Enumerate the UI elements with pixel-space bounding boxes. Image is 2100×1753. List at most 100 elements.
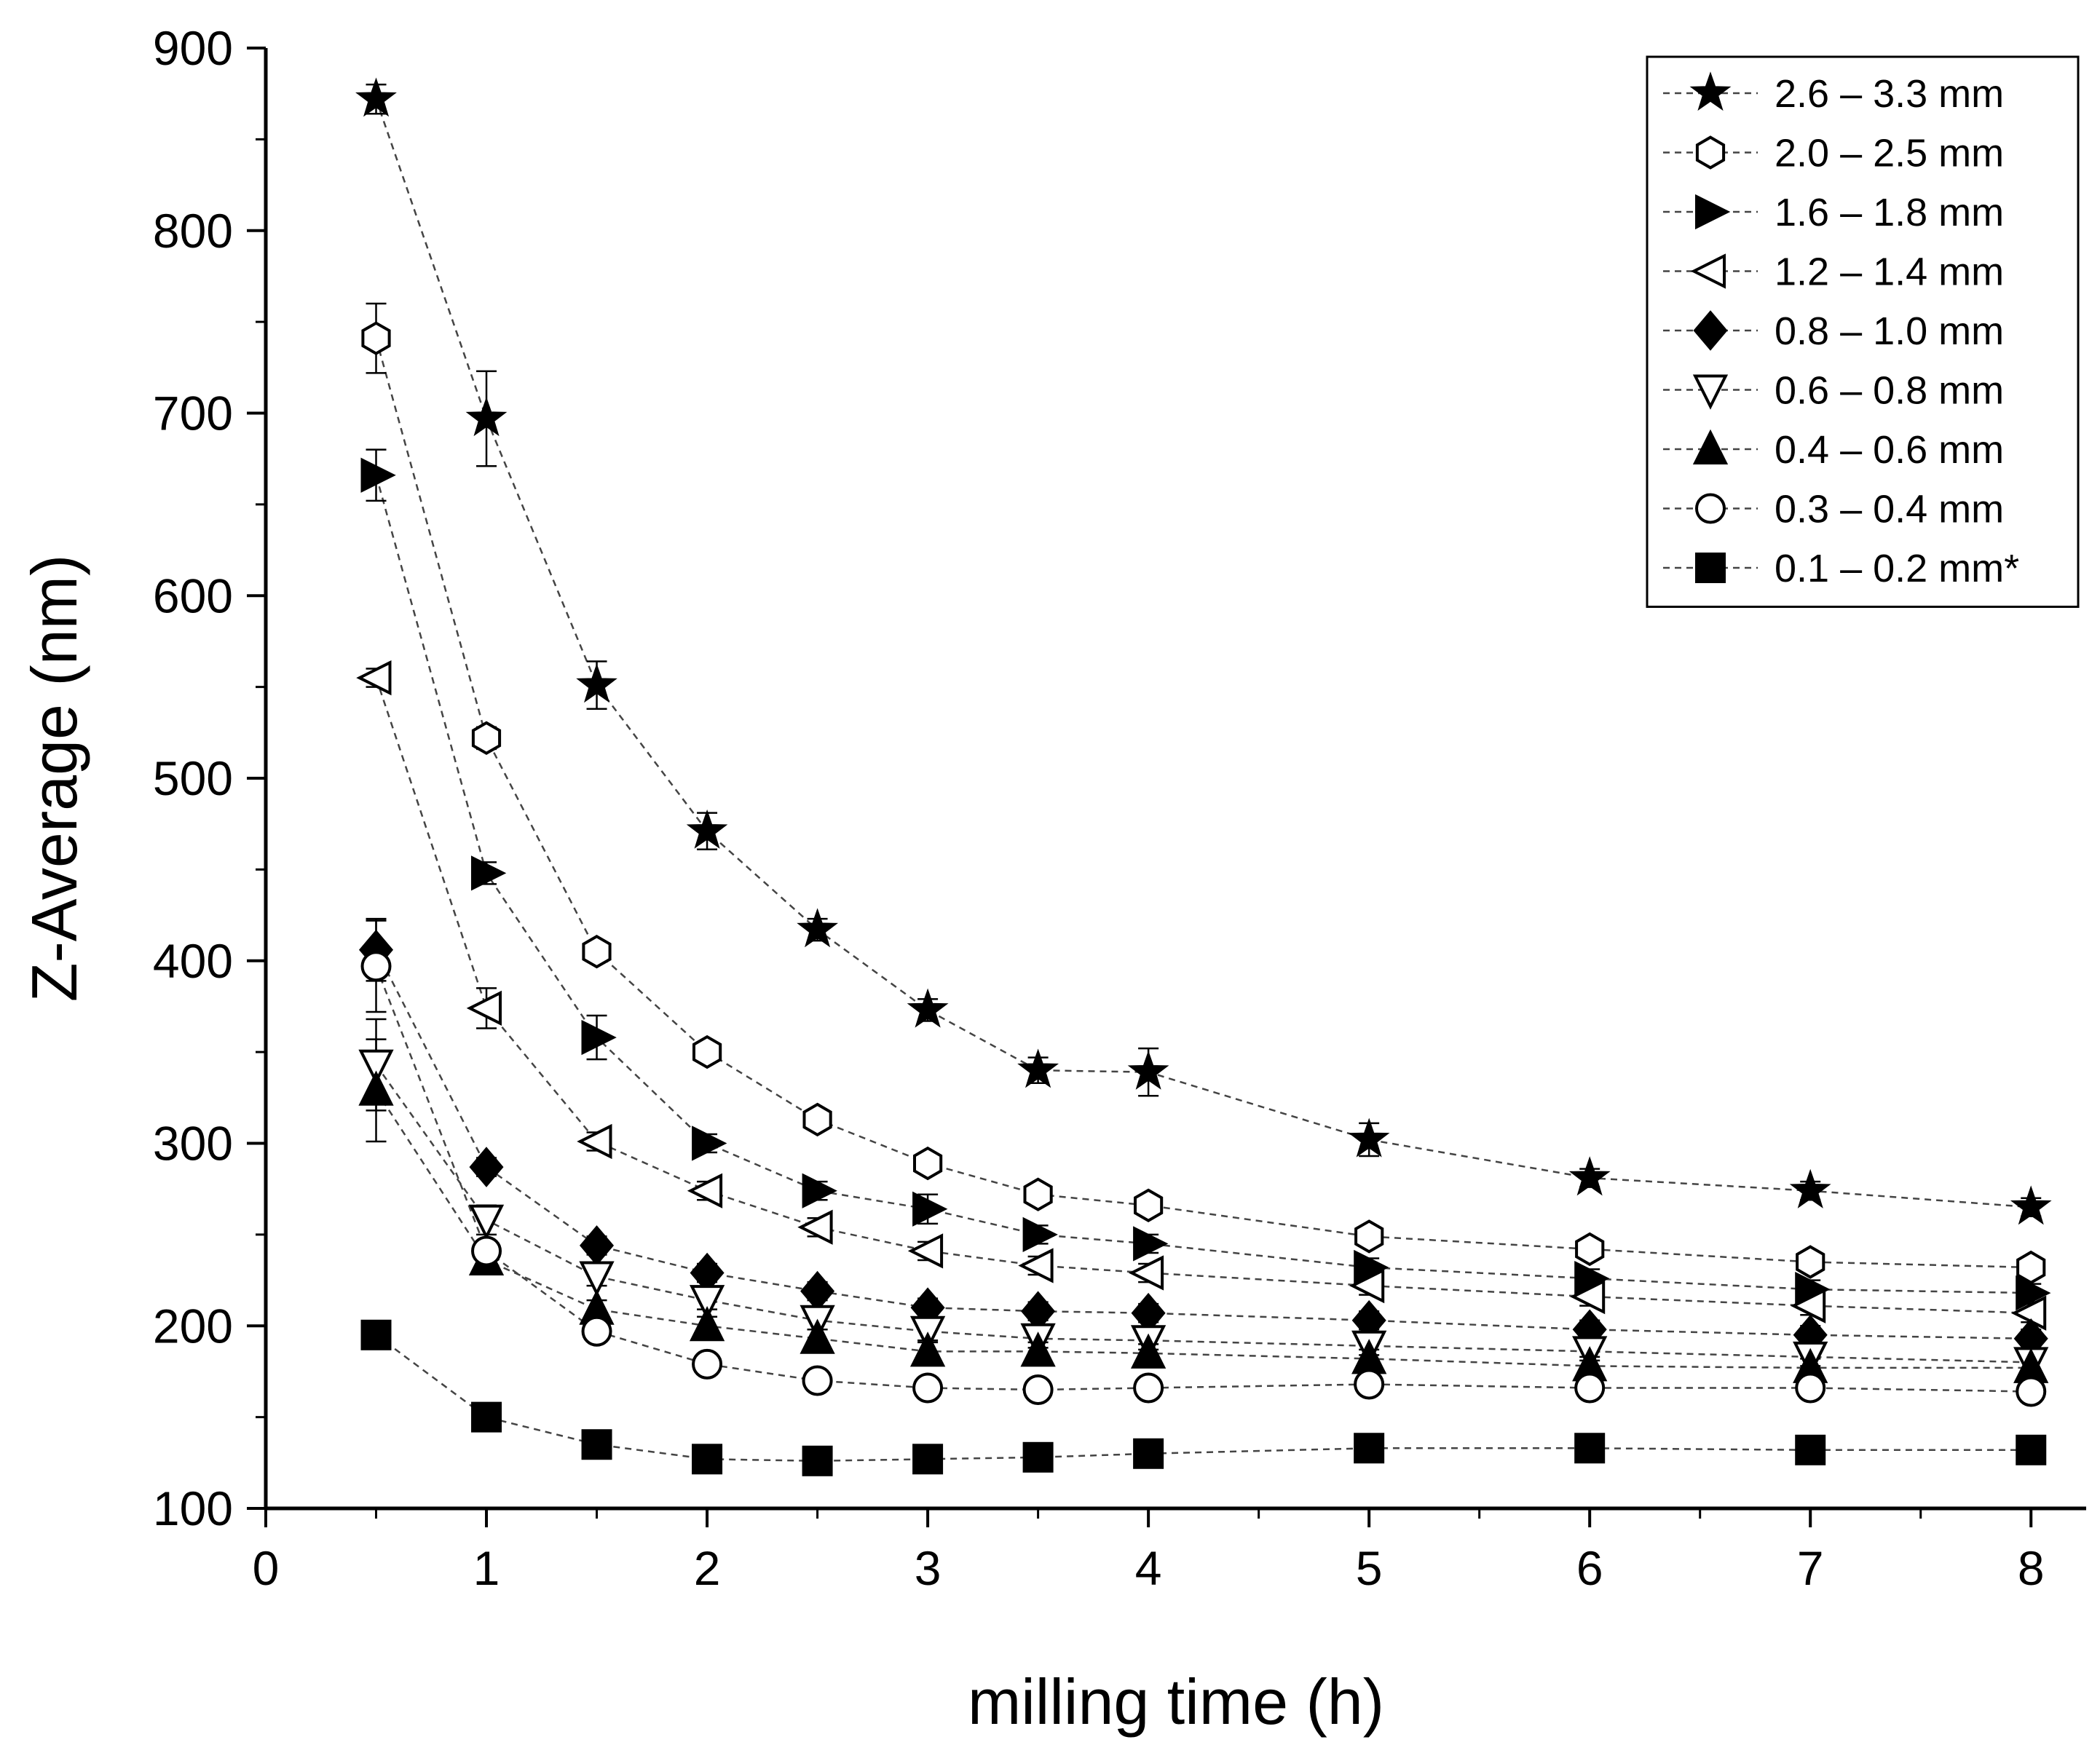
legend-item: 1.2 – 1.4 mm [1663,250,2004,294]
x-tick-label: 5 [1356,1541,1383,1595]
series-3-point [802,1173,837,1208]
legend-marker [1695,493,1726,524]
legend-item: 2.0 – 2.5 mm [1663,132,2004,175]
series-9-point [1574,1433,1606,1464]
legend-item: 0.6 – 0.8 mm [1663,369,2004,413]
legend-label: 1.6 – 1.8 mm [1775,191,2004,234]
series-4-point [1128,1255,1164,1291]
x-tick-label: 8 [2018,1541,2045,1595]
y-tick-label: 500 [153,751,233,805]
legend-label: 0.1 – 0.2 mm* [1775,547,2019,590]
legend-label: 0.3 – 0.4 mm [1775,488,2004,531]
x-axis-title: milling time (h) [968,1666,1384,1738]
y-tick-label: 100 [153,1481,233,1535]
legend-marker [1695,135,1726,170]
legend-marker [1690,253,1726,289]
series-7-point [1130,1333,1167,1369]
series-6-point [358,1049,394,1085]
series-2-point [1796,1245,1825,1279]
series-1-point [1789,1168,1831,1208]
legend-item: 0.4 – 0.6 mm [1663,428,2004,472]
legend-label: 0.8 – 1.0 mm [1775,309,2004,353]
series-1-point [576,663,617,703]
series-3-line [375,475,2032,1294]
series-4-point [1790,1288,1826,1323]
series-6-point [579,1261,615,1297]
y-tick-label: 400 [153,934,233,988]
series-3-point [692,1125,727,1161]
y-tick-label: 900 [153,21,233,75]
series-8-point [360,951,392,982]
series-1-point [465,397,508,437]
series-9-point [1795,1434,1826,1465]
series-7-point [909,1331,946,1367]
series-4-point [466,990,502,1026]
series-1-point [907,988,949,1028]
series-9-point [471,1401,502,1433]
legend-item: 0.8 – 1.0 mm [1663,309,2004,353]
series-8-point [1133,1372,1164,1404]
series-2-point [1575,1232,1605,1267]
series-2-point [913,1146,943,1181]
series-8-point [802,1365,833,1396]
legend-label: 0.4 – 0.6 mm [1775,428,2004,472]
legend-marker [1693,310,1728,351]
series-3-point [1354,1249,1389,1286]
legend-label: 1.2 – 1.4 mm [1775,250,2004,294]
series-1-point [2010,1185,2052,1225]
series-8-point [2016,1376,2047,1407]
legend-label: 2.0 – 2.5 mm [1775,132,2004,175]
series-2-line [375,338,2032,1269]
legend-label: 2.6 – 3.3 mm [1775,72,2004,116]
series-8-point [471,1235,502,1267]
legend-marker [1695,194,1731,230]
legend-marker [1689,71,1732,111]
series-1-point [797,908,838,948]
y-axis-title: Z-Average (nm) [18,555,90,1002]
series-4-point [797,1209,833,1245]
series-6-point [468,1204,505,1240]
series-3-point [1133,1226,1169,1262]
series-1-point [1348,1117,1390,1158]
series-3-point [2016,1275,2051,1311]
series-4-point [1349,1267,1385,1304]
series-3-point [1022,1216,1058,1253]
series-9-point [2016,1434,2047,1465]
series-9-point [1133,1438,1164,1469]
series-3-point [360,457,396,493]
series-9-point [360,1319,392,1350]
series-1-point [355,77,397,117]
series-8-point [1795,1372,1826,1404]
series-1-point [1017,1048,1059,1088]
x-tick-label: 6 [1576,1541,1603,1595]
series-4-point [577,1123,612,1160]
series-7-point [689,1306,725,1342]
x-tick-label: 2 [694,1541,721,1595]
series-8-point [912,1372,944,1404]
x-tick-label: 7 [1797,1541,1824,1595]
series-4-point [356,660,392,696]
series-2-point [471,721,502,756]
series-2-point [802,1102,832,1137]
legend-item: 0.1 – 0.2 mm* [1663,547,2019,590]
series-7-point [800,1318,835,1354]
axes: 0 1 2 3 4 5 6 7 8 100 200 300 400 500 600 700 800 900 [153,21,2086,1595]
series-1-point [1568,1156,1611,1196]
y-tick-label: 800 [153,204,233,258]
legend-marker [1692,374,1729,410]
series-6-point [689,1285,725,1321]
legend-marker [1692,429,1729,464]
series-8-point [1022,1374,1054,1406]
series-2-point [1354,1219,1384,1254]
series-2-point [1134,1188,1164,1223]
series-9-line [375,1334,2032,1463]
legend-item: 2.6 – 3.3 mm [1663,71,2004,116]
x-tick-label: 3 [915,1541,942,1595]
series-7-point [358,1070,394,1106]
y-tick-label: 300 [153,1117,233,1171]
x-tick-label: 4 [1135,1541,1162,1595]
series-lines-layer [375,98,2032,1463]
series-4-point [1018,1248,1054,1283]
series-5-point [469,1147,504,1187]
